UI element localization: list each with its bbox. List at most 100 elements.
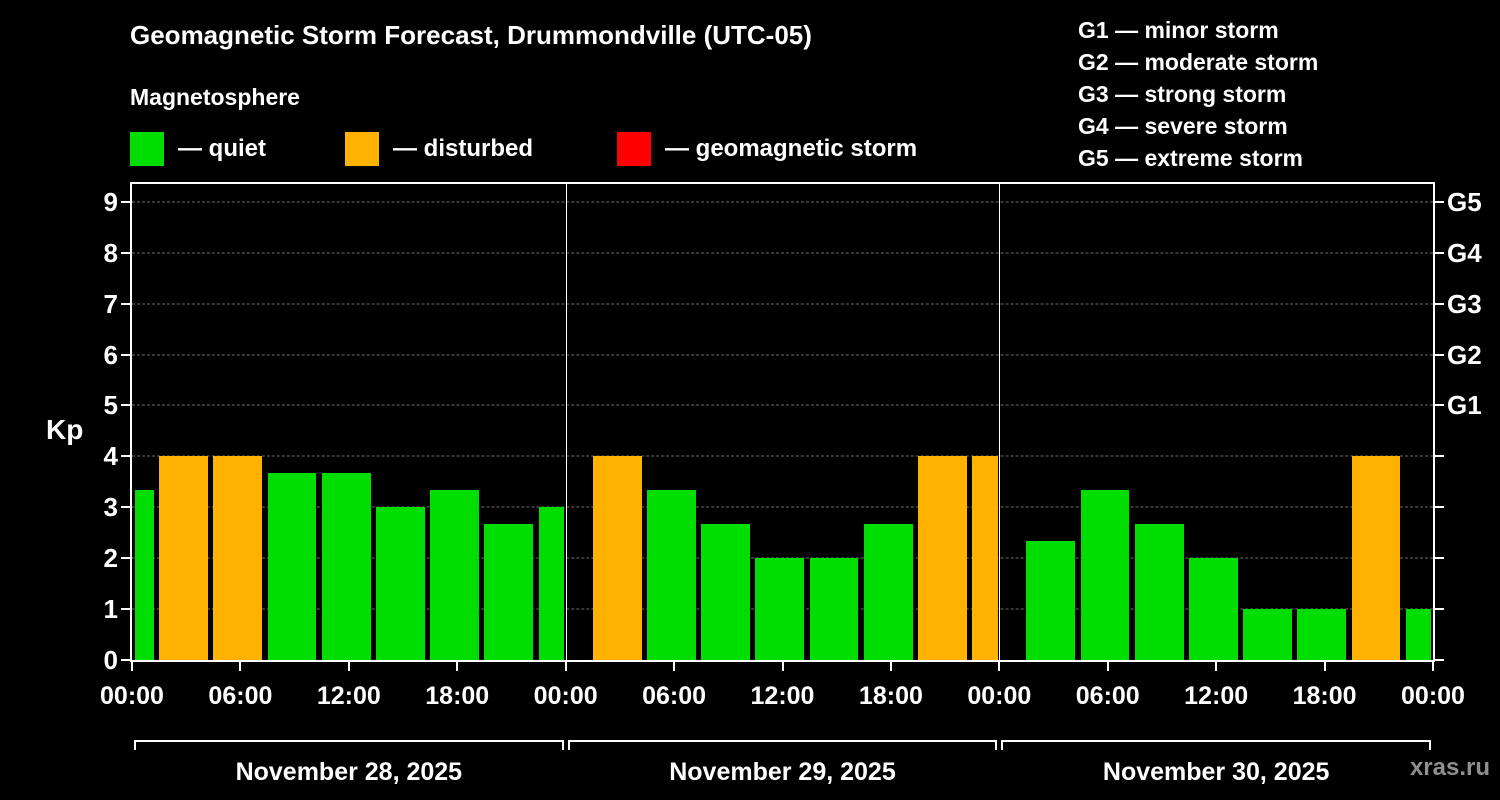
y-axis-tick-label: 7 — [103, 288, 118, 319]
disturbed-color-swatch — [345, 132, 379, 166]
x-axis-tick — [1432, 662, 1434, 671]
legend-item-storm: — geomagnetic storm — [617, 132, 917, 166]
y-axis-tick — [121, 659, 130, 661]
quiet-color-swatch — [130, 132, 164, 166]
y-axis-tick — [1435, 251, 1444, 254]
x-axis-tick — [1323, 662, 1326, 671]
legend-label-quiet: — quiet — [178, 135, 266, 162]
watermark: xras.ru — [1409, 754, 1490, 781]
day-separator-line — [999, 184, 1001, 660]
y-axis-tick — [1435, 659, 1444, 661]
kp-bar — [538, 507, 564, 660]
date-label: November 29, 2025 — [669, 758, 896, 786]
y-axis-tick — [121, 251, 130, 254]
x-axis-tick — [889, 662, 892, 671]
legend-item-disturbed: — disturbed — [345, 132, 533, 166]
kp-bar — [646, 490, 696, 660]
chart-subtitle: Magnetosphere — [130, 84, 300, 110]
kp-bar — [972, 456, 998, 660]
y-axis-tick-label: 0 — [103, 645, 118, 675]
x-axis-tick-label: 00:00 — [533, 682, 598, 710]
kp-bar — [1026, 541, 1076, 660]
y-axis-tick — [1435, 506, 1444, 509]
x-axis-tick — [347, 662, 350, 671]
legend-label-disturbed: — disturbed — [393, 135, 534, 162]
x-axis-tick — [456, 662, 459, 671]
kp-bar — [1189, 558, 1238, 660]
x-axis-tick — [1215, 662, 1218, 671]
kp-bar — [863, 524, 913, 660]
y-axis-tick — [121, 557, 130, 560]
y-axis-tick-label: 5 — [103, 390, 118, 421]
y-axis-tick — [1435, 353, 1444, 356]
g-scale-legend: G1 — minor storm G2 — moderate storm G3 … — [1078, 14, 1318, 174]
y-axis-tick — [1435, 455, 1444, 458]
kp-gridline — [132, 252, 1433, 254]
y-axis-tick-label: 3 — [103, 492, 118, 523]
kp-bar — [1405, 609, 1432, 660]
storm-color-swatch — [617, 132, 651, 166]
x-axis-tick-label: 12:00 — [316, 682, 381, 710]
g-level-tick-label: G1 — [1447, 390, 1482, 421]
x-axis-tick — [131, 662, 133, 671]
y-axis-tick-label: 2 — [103, 543, 118, 574]
kp-bar — [918, 456, 967, 660]
y-axis-tick — [121, 608, 130, 611]
kp-bar — [267, 473, 317, 660]
date-label: November 30, 2025 — [1102, 758, 1330, 786]
x-axis-tick — [673, 662, 676, 671]
g-level-tick-label: G4 — [1447, 237, 1482, 268]
y-axis-labels: 0 1 2 3 4 5 6 7 8 9 — [0, 184, 118, 673]
y-axis-tick-label: 4 — [103, 441, 118, 472]
g-scale-item-g1: G1 — minor storm — [1078, 17, 1279, 43]
y-axis-tick — [1435, 404, 1444, 407]
date-bracket — [1001, 740, 1431, 750]
x-axis-tick-label: 00:00 — [1401, 682, 1465, 710]
kp-bar — [484, 524, 534, 660]
x-axis-tick-label: 18:00 — [425, 682, 490, 710]
x-axis-tick — [239, 662, 242, 671]
x-axis-labels: 00:00 06:00 12:00 18:00 00:00 06:00 12:00 18:00… — [100, 682, 1465, 714]
g-scale-item-g4: G4 — severe storm — [1078, 113, 1288, 139]
legend-label-storm: — geomagnetic storm — [665, 135, 918, 162]
kp-gridline — [132, 506, 1433, 508]
kp-bar — [213, 456, 263, 660]
date-axis-day: November 30, 2025 — [999, 736, 1433, 796]
y-axis-tick-label: 1 — [103, 594, 118, 625]
date-axis: November 28, 2025 November 29, 2025 Novemb… — [132, 736, 1433, 796]
kp-bar — [592, 456, 642, 660]
y-axis-tick — [121, 404, 130, 407]
g-scale-item-g2: G2 — moderate storm — [1078, 49, 1319, 75]
x-axis-tick-label: 06:00 — [642, 682, 707, 710]
kp-bar — [1243, 609, 1293, 660]
y-axis-tick — [121, 302, 130, 305]
kp-gridline — [132, 201, 1433, 203]
legend-item-quiet: — quiet — [130, 132, 266, 166]
date-bracket — [567, 740, 998, 750]
x-axis-tick-label: 00:00 — [100, 682, 164, 710]
x-axis-tick-label: 18:00 — [858, 682, 923, 710]
x-axis-tick — [564, 662, 567, 671]
y-axis-tick — [121, 200, 130, 203]
kp-bar — [430, 490, 479, 660]
kp-bar — [809, 558, 859, 660]
y-axis-tick — [1435, 302, 1444, 305]
kp-gridline — [132, 303, 1433, 305]
kp-gridline — [132, 455, 1433, 457]
kp-bar — [701, 524, 750, 660]
kp-bar — [1080, 490, 1130, 660]
x-axis-tick-label: 00:00 — [967, 682, 1032, 710]
y-axis-tick — [1435, 608, 1444, 611]
date-label: November 28, 2025 — [235, 758, 463, 786]
kp-forecast-chart — [121, 182, 1444, 671]
g-scale-item-g5: G5 — extreme storm — [1078, 145, 1303, 171]
kp-gridline — [132, 354, 1433, 356]
y-axis-tick-label: 8 — [103, 237, 118, 268]
y-axis-tick — [121, 455, 130, 458]
g-level-axis-labels: G1 G2 G3 G4 G5 — [1447, 184, 1499, 660]
kp-bar — [1134, 524, 1184, 660]
kp-bar — [159, 456, 208, 660]
x-axis-tick-label: 12:00 — [1184, 682, 1249, 710]
kp-bar — [755, 558, 805, 660]
y-axis-tick-label: 6 — [103, 339, 118, 370]
